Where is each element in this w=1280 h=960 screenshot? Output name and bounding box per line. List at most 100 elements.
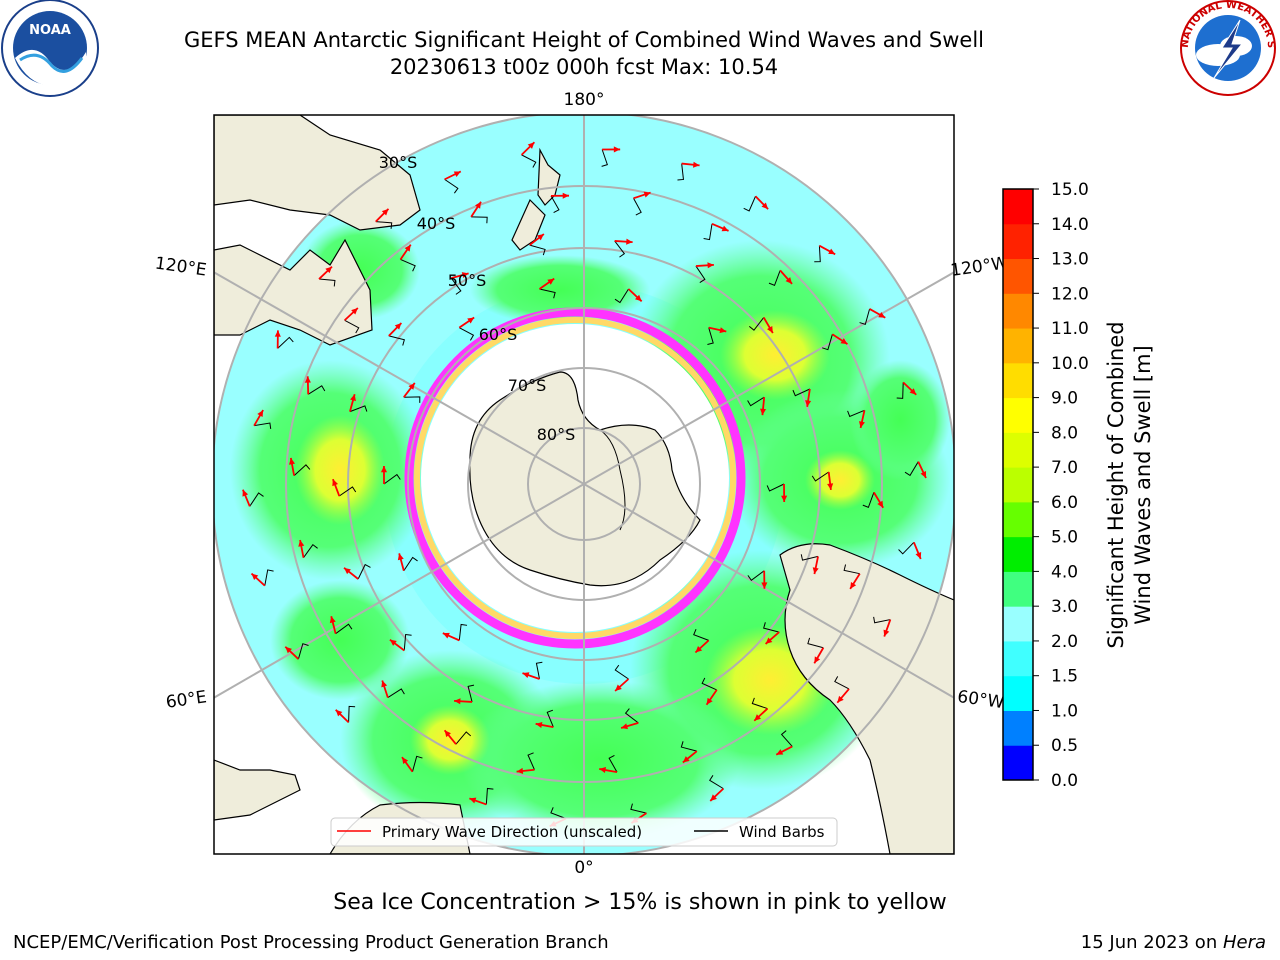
colorbar-segment [1003, 606, 1033, 642]
wave-arrow [822, 333, 848, 351]
nws-logo: NATIONAL WEATHER SERVICE [0, 0, 1276, 96]
map-area [214, 115, 954, 854]
wave-arrow [599, 754, 618, 774]
wave-arrow [335, 705, 356, 723]
wave-arrow [748, 317, 774, 334]
lon-label-0: 0° [574, 858, 593, 878]
lon-label-120e: 120°E [154, 254, 208, 281]
wave-arrow [288, 457, 311, 477]
wave-arrow [766, 483, 788, 503]
wave-arrow [250, 569, 274, 587]
colorbar-segment [1003, 675, 1033, 711]
wave-arrow [709, 775, 725, 802]
wave-arrow [614, 288, 643, 304]
africa-land [214, 759, 301, 821]
colorbar-frame [1002, 188, 1034, 781]
colorbar-tick-label: 2.0 [1051, 632, 1078, 652]
wave-arrow [680, 741, 698, 764]
wave-arrow [792, 388, 812, 407]
longitude-grid [214, 115, 954, 854]
colorbar-tick-label: 14.0 [1051, 215, 1089, 235]
wave-arrow [601, 146, 621, 167]
wave-arrow [707, 326, 727, 345]
wave-arrow [695, 262, 714, 283]
colorbar-tick-label: 4.0 [1051, 562, 1078, 582]
wave-arrow [896, 381, 917, 399]
wave-arrow [743, 195, 769, 212]
colorbar-segment [1003, 640, 1033, 677]
wave-arrow [859, 308, 886, 325]
colorbar-segment [1003, 223, 1033, 260]
chart-title: GEFS MEAN Antarctic Significant Height o… [183, 28, 985, 52]
colorbar-tick-label: 7.0 [1051, 458, 1078, 478]
wave-arrow [775, 730, 793, 756]
wave-arrow [516, 752, 535, 774]
lat-label-60s: 60°S [479, 325, 518, 344]
nws-logo-ring-text: NATIONAL WEATHER SERVICE [0, 0, 1276, 49]
wave-arrow [633, 191, 651, 216]
colorbar-segment [1003, 362, 1033, 399]
noaa-logo-text: NOAA [29, 23, 71, 38]
wave-arrow [904, 461, 927, 479]
colorbar-tick-label: 12.0 [1051, 284, 1089, 304]
lat-label-30s: 30°S [379, 153, 418, 172]
colorbar-segment [1003, 710, 1033, 746]
wave-arrow [862, 491, 884, 509]
wave-arrow [529, 233, 546, 256]
colorbar-tick-label: 10.0 [1051, 354, 1089, 374]
wave-arrow [450, 272, 469, 295]
wave-arrow [814, 244, 836, 263]
lon-label-120w: 120°W [949, 253, 1009, 281]
wave-arrow [375, 208, 393, 229]
wave-arrow [349, 393, 368, 413]
lat-label-50s: 50°S [448, 271, 487, 290]
colorbar-segment [1003, 293, 1033, 329]
sea-ice-note: Sea Ice Concentration > 15% is shown in … [333, 890, 947, 915]
colorbar-segment [1003, 328, 1033, 364]
wave-arrow [443, 729, 472, 745]
wave-arrow [614, 238, 633, 258]
footer-branch: NCEP/EMC/Verification Post Processing Pr… [13, 932, 609, 953]
lat-label-80s: 80°S [537, 425, 576, 444]
footer-machine: Hera [1222, 932, 1266, 953]
wave-arrow [703, 222, 729, 241]
wave-arrow [522, 661, 543, 680]
wave-arrow [620, 708, 639, 730]
wave-arrow [807, 637, 825, 664]
colorbar-segment [1003, 501, 1033, 538]
colorbar-segment [1003, 745, 1033, 781]
wave-arrow [298, 539, 318, 558]
wave-arrow [329, 616, 353, 635]
wave-arrow [520, 141, 537, 168]
colorbar-tick-label: 6.0 [1051, 493, 1078, 513]
wave-arrow [677, 161, 700, 181]
wave-direction-arrows [242, 141, 927, 828]
australia-land [214, 238, 373, 346]
wave-arrow [898, 541, 922, 560]
wave-arrow [444, 170, 462, 194]
wave-arrow [344, 307, 360, 334]
wave-arrow [397, 553, 418, 572]
wave-arrow [535, 709, 554, 728]
wave-arrow [834, 676, 850, 704]
wave-arrow [470, 201, 488, 224]
wave-arrow [274, 330, 294, 349]
colorbar-label-line2: Wind Waves and Swell [m] [1131, 345, 1155, 625]
sea-ice-inner [414, 317, 736, 639]
map-legend: Primary Wave Direction (unscaled) Wind B… [330, 817, 838, 847]
wave-arrow [253, 409, 272, 430]
legend-label-wave-direction: Primary Wave Direction (unscaled) [382, 823, 642, 841]
wave-arrow [550, 192, 570, 214]
colorbar-tick-label: 3.0 [1051, 597, 1078, 617]
colorbar-segment [1003, 536, 1033, 572]
wave-arrow [454, 684, 475, 705]
colorbar-tick-label: 0.0 [1051, 771, 1078, 791]
footer-date-text: 15 Jun 2023 on [1080, 932, 1223, 953]
footer-date: 15 Jun 2023 on Hera [1081, 932, 1266, 953]
lat-label-70s: 70°S [508, 376, 547, 395]
colorbar-tick-label: 0.5 [1051, 736, 1078, 756]
colorbar-tick-label: 13.0 [1051, 250, 1089, 270]
colorbar-tick-label: 1.0 [1051, 701, 1078, 721]
wave-arrow [768, 269, 793, 287]
